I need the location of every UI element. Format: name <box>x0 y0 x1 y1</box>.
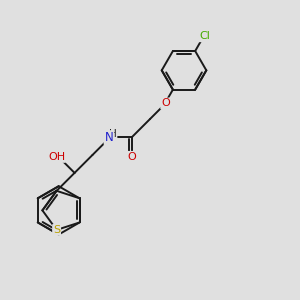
Text: O: O <box>161 98 170 109</box>
Text: H: H <box>109 129 116 139</box>
Text: S: S <box>53 225 60 235</box>
Text: Cl: Cl <box>199 31 210 41</box>
Text: N: N <box>104 131 113 144</box>
Text: OH: OH <box>48 152 65 162</box>
Text: O: O <box>128 152 136 162</box>
